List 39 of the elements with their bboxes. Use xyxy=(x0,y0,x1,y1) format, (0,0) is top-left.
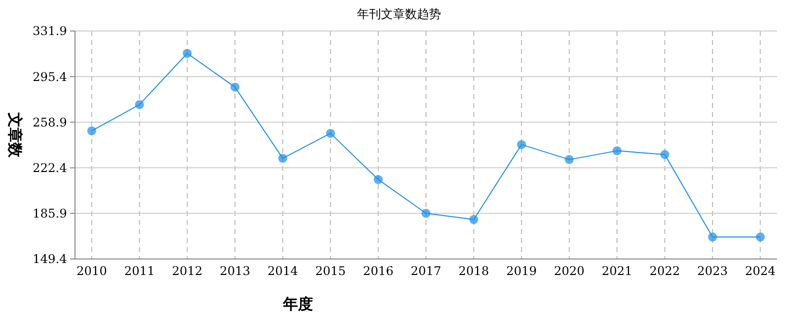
y-tick-label: 149.4 xyxy=(32,252,68,266)
x-tick-label: 2024 xyxy=(745,264,776,278)
y-tick-label: 258.9 xyxy=(32,115,67,130)
point xyxy=(517,140,526,150)
x-axis-title: 年度 xyxy=(282,295,313,313)
point xyxy=(612,146,622,156)
point xyxy=(230,82,240,92)
x-tick-label: 2015 xyxy=(315,264,346,278)
x-tick-label: 2014 xyxy=(267,264,298,278)
point xyxy=(756,232,765,242)
point xyxy=(182,48,192,58)
x-tick-label: 2022 xyxy=(650,264,680,278)
x-tick-label: 2012 xyxy=(172,264,202,278)
y-tick-label: 295.4 xyxy=(32,70,68,84)
y-tick-label: 331.9 xyxy=(32,24,67,38)
point xyxy=(134,100,144,110)
point xyxy=(374,175,383,184)
point xyxy=(564,155,574,164)
point xyxy=(708,232,718,242)
x-tick-label: 2020 xyxy=(554,264,585,278)
x-tick-label: 2018 xyxy=(458,264,490,278)
x-tick-label: 2019 xyxy=(506,264,537,278)
x-tick-label: 2016 xyxy=(362,264,394,278)
y-axis-title: 文章数 xyxy=(6,112,24,158)
x-tick-label: 2023 xyxy=(697,264,728,278)
chart-title: 年刊文章数趋势 xyxy=(357,7,441,21)
x-tick-label: 2010 xyxy=(76,264,107,278)
x-tick-label: 2017 xyxy=(410,264,442,278)
y-tick-label: 185.9 xyxy=(32,206,67,221)
x-tick-label: 2013 xyxy=(220,264,250,278)
point xyxy=(660,150,670,160)
x-tick-label: 2011 xyxy=(124,264,155,278)
point xyxy=(469,215,478,224)
y-tick-label: 222.4 xyxy=(32,161,68,175)
point xyxy=(326,128,335,138)
point xyxy=(422,208,430,218)
x-tick-label: 2021 xyxy=(602,264,632,278)
point xyxy=(87,126,96,136)
point xyxy=(278,154,288,163)
